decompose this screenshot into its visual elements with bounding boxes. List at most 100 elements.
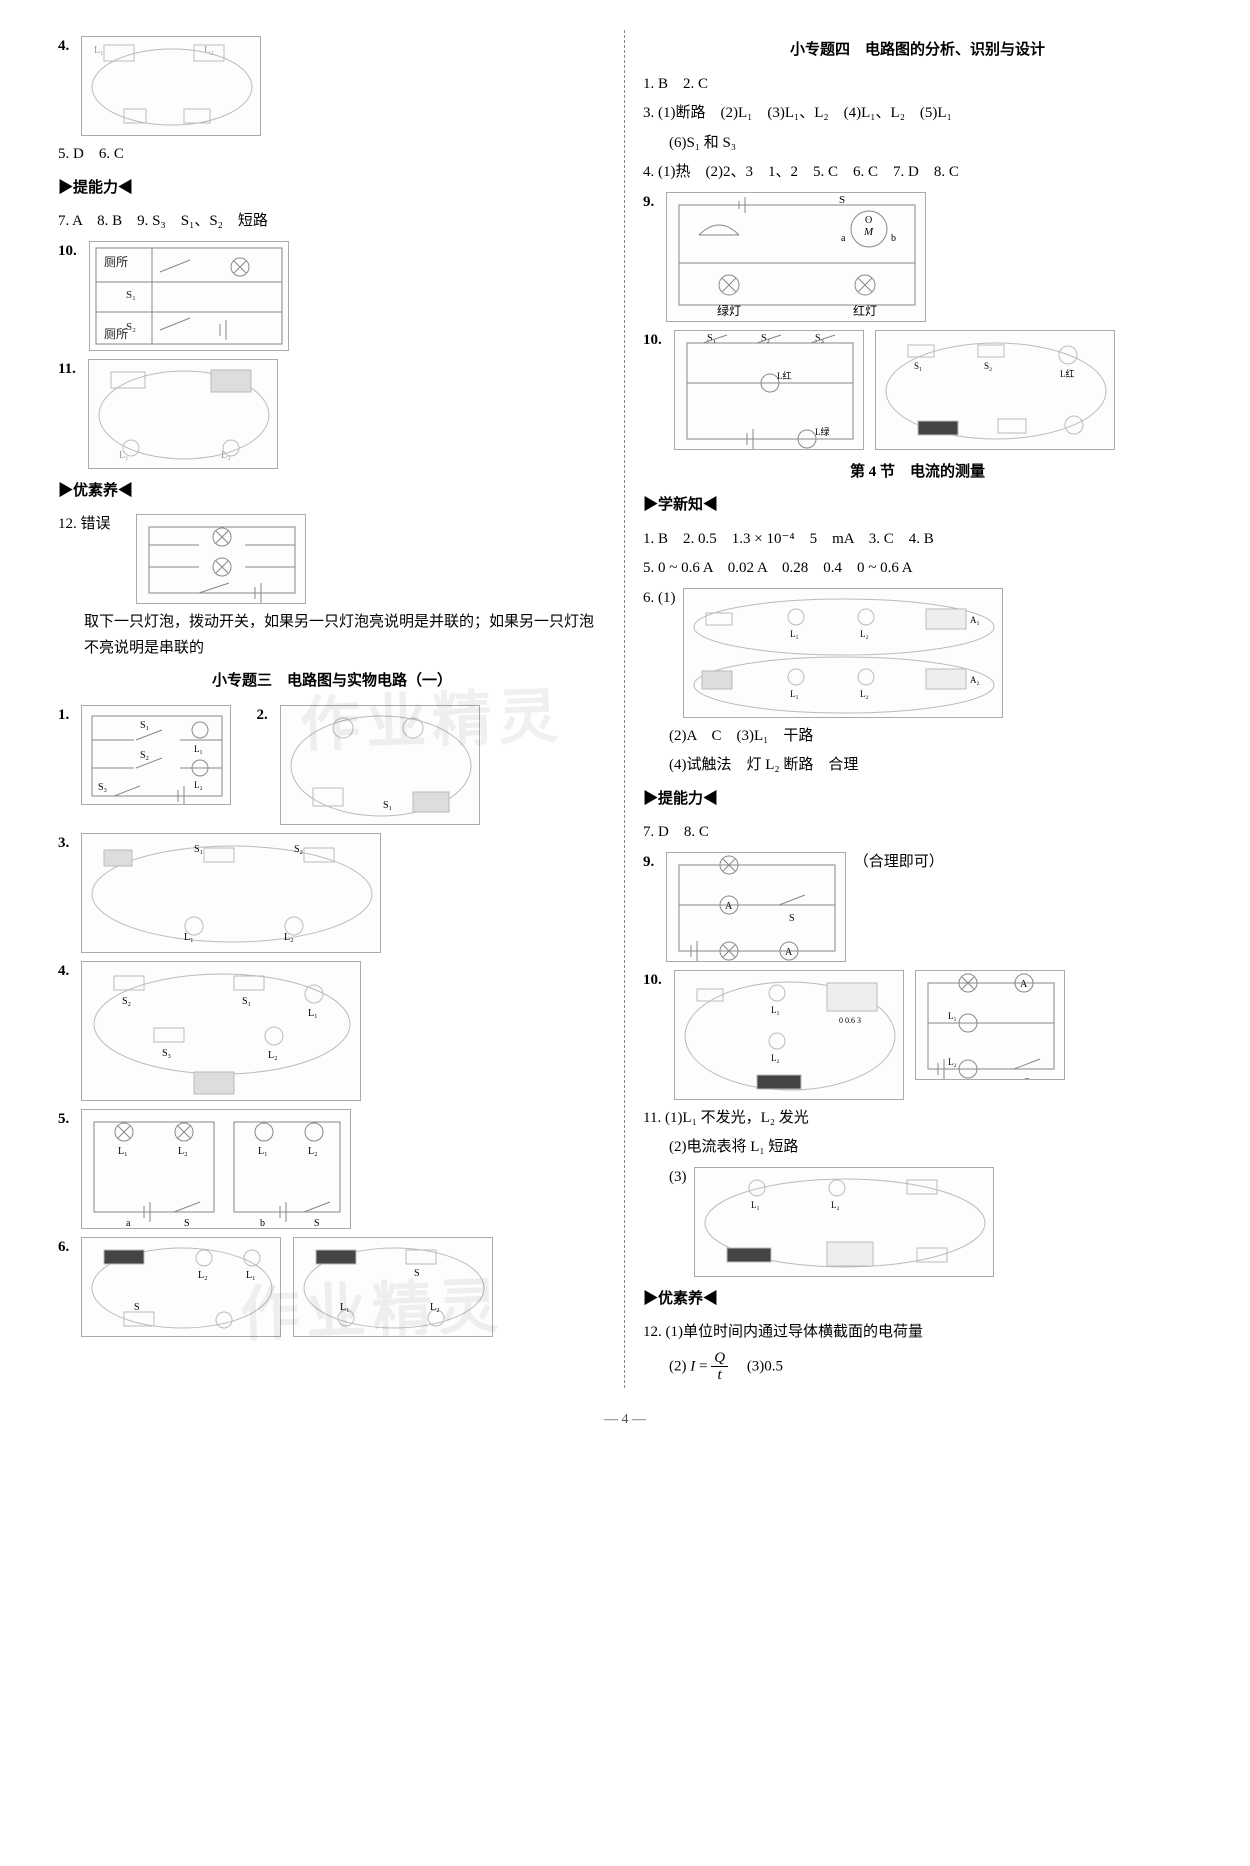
r-q3b: (6)S₁ 和 S₃ xyxy=(643,131,1192,157)
page: 作业精灵 作业精灵 4. L₁L₂ 5. D 6. C ▶提能力◀ 7. A 8… xyxy=(40,30,1210,1388)
svg-text:L₂: L₂ xyxy=(178,1146,188,1157)
r-q9-figure: S OM ab 绿灯 红灯 xyxy=(666,192,926,322)
svg-text:L₂: L₂ xyxy=(771,1053,780,1063)
svg-text:L₁: L₁ xyxy=(258,1146,268,1157)
svg-text:S: S xyxy=(314,1218,320,1228)
topic3-title: 小专题三 电路图与实物电路（一） xyxy=(58,669,606,695)
r-q9-row: 9. S OM ab 绿灯 红灯 xyxy=(643,190,1192,324)
t3-q4-figure: S₂ S₁ L₁ S₃ L₂ xyxy=(81,961,361,1101)
svg-text:S₂: S₂ xyxy=(140,750,149,761)
svg-text:L₁: L₁ xyxy=(194,744,203,754)
formula-I: I xyxy=(690,1358,695,1374)
svg-text:S₃: S₃ xyxy=(162,1048,171,1059)
r-q9-label: 9. xyxy=(643,190,654,216)
svg-text:L₂: L₂ xyxy=(194,780,203,790)
svg-text:S: S xyxy=(789,913,795,924)
s4-q10-label: 10. xyxy=(643,968,662,994)
r-q10-figure-a: S₁ S₂ S₃ L红 L绿 xyxy=(674,330,864,450)
svg-text:L₁: L₁ xyxy=(118,1146,128,1157)
svg-text:S₁: S₁ xyxy=(126,289,136,301)
t3-q5-label: 5. xyxy=(58,1107,69,1133)
q12-figure xyxy=(136,514,306,604)
svg-text:A₂: A₂ xyxy=(970,675,980,685)
page-number: — 4 — xyxy=(40,1408,1210,1432)
t3-q3-figure: S₁ S₂ L₁ L₂ xyxy=(81,833,381,953)
t3-q2-figure: S₁ xyxy=(280,705,480,825)
r-q10-row: 10. S₁ S₂ S₃ L红 L绿 S₁ S₂ L红 xyxy=(643,328,1192,452)
svg-text:S₁: S₁ xyxy=(140,720,149,731)
q4-figure: L₁L₂ xyxy=(81,36,261,136)
svg-text:L₂: L₂ xyxy=(430,1302,440,1313)
q11-figure: L₁L₂ xyxy=(88,359,278,469)
t3-q1-figure: S₁ L₁ S₂ L₂ S₃ xyxy=(81,705,231,805)
s4-q10-row: 10. L₁ 0 0.6 3 L₂ A L₁ L₂ S xyxy=(643,968,1192,1102)
svg-text:L₂: L₂ xyxy=(198,1270,208,1281)
s4-q9-row: 9. A S A （合理即可） xyxy=(643,850,1192,964)
s4-q11c-row: (3) L₁ L₂ xyxy=(643,1165,1192,1279)
svg-text:L₁: L₁ xyxy=(790,689,799,699)
svg-text:S: S xyxy=(839,195,845,206)
t3-q6-figure-b: S L₁ L₂ xyxy=(293,1237,493,1337)
svg-text:S₁: S₁ xyxy=(914,361,922,371)
s4-q6b: (2)A C (3)L₁ 干路 xyxy=(643,724,1192,750)
svg-text:L₂: L₂ xyxy=(831,1200,840,1210)
fraction-Q-over-t: Q t xyxy=(711,1350,728,1384)
s4-q9-figure: A S A xyxy=(666,852,846,962)
svg-text:L₁: L₁ xyxy=(948,1011,957,1021)
t3-q4-label: 4. xyxy=(58,959,69,985)
t3-q5-row: 5. L₁ L₂ S a L₁ L₂ S b xyxy=(58,1107,606,1231)
r-q10-label: 10. xyxy=(643,328,662,354)
r-q3a: 3. (1)断路 (2)L₁ (3)L₁、L₂ (4)L₁、L₂ (5)L₁ xyxy=(643,101,1192,127)
learn-header: ▶学新知◀ xyxy=(643,493,1192,519)
q4-label: 4. xyxy=(58,34,69,60)
q4-row: 4. L₁L₂ xyxy=(58,34,606,138)
svg-text:L₂: L₂ xyxy=(860,689,869,699)
svg-text:L₁: L₁ xyxy=(94,45,104,56)
svg-text:a: a xyxy=(126,1218,131,1228)
fraction-denominator: t xyxy=(711,1367,728,1384)
svg-text:A: A xyxy=(1020,979,1028,990)
svg-text:L₂: L₂ xyxy=(268,1050,278,1061)
s4-q12b-pre: (2) xyxy=(669,1358,687,1374)
s4-q11a: 11. (1)L₁ 不发光，L₂ 发光 xyxy=(643,1106,1192,1132)
s4-q12a: 12. (1)单位时间内通过导体横截面的电荷量 xyxy=(643,1320,1192,1346)
svg-text:S₂: S₂ xyxy=(761,333,770,344)
svg-text:S₁: S₁ xyxy=(194,844,203,855)
svg-text:0 0.6 3: 0 0.6 3 xyxy=(839,1016,861,1025)
s4-q11b: (2)电流表将 L₁ 短路 xyxy=(643,1135,1192,1161)
ability-header-left: ▶提能力◀ xyxy=(58,176,606,202)
q7-9-row: 7. A 8. B 9. S₃ S₁、S₂ 短路 xyxy=(58,209,606,235)
s4-q7-8: 7. D 8. C xyxy=(643,820,1192,846)
svg-text:L绿: L绿 xyxy=(815,426,830,437)
svg-text:厕所: 厕所 xyxy=(104,327,128,341)
q10-label: 10. xyxy=(58,239,77,265)
svg-text:L₂: L₂ xyxy=(308,1146,318,1157)
s4-q9-label: 9. xyxy=(643,850,654,876)
s4-q1-4: 1. B 2. 0.5 1.3 × 10⁻⁴ 5 mA 3. C 4. B xyxy=(643,527,1192,553)
s4-q12b-post: (3)0.5 xyxy=(732,1358,783,1374)
svg-text:L₁: L₁ xyxy=(246,1270,256,1281)
svg-text:S₃: S₃ xyxy=(98,782,107,793)
t3-q2-label: 2. xyxy=(257,703,268,729)
r-q4-8: 4. (1)热 (2)2、3 1、2 5. C 6. C 7. D 8. C xyxy=(643,160,1192,186)
svg-text:b: b xyxy=(891,233,896,244)
t3-q6-row: 6. L₂ L₁ S S L₁ L₂ xyxy=(58,1235,606,1339)
q10-figure: 厕所 S₁ S₂ 厕所 xyxy=(89,241,289,351)
t3-q6-figure-a: L₂ L₁ S xyxy=(81,1237,281,1337)
q10-row: 10. 厕所 S₁ S₂ 厕所 xyxy=(58,239,606,353)
fraction-numerator: Q xyxy=(711,1350,728,1368)
s4-q5: 5. 0 ~ 0.6 A 0.02 A 0.28 0.4 0 ~ 0.6 A xyxy=(643,556,1192,582)
t3-q4-row: 4. S₂ S₁ L₁ S₃ L₂ xyxy=(58,959,606,1103)
svg-text:厕所: 厕所 xyxy=(104,255,128,269)
q11-row: 11. L₁L₂ xyxy=(58,357,606,471)
q12-row: 12. 错误 xyxy=(58,512,606,606)
t3-q1-2-row: 1. S₁ L₁ S₂ L₂ S₃ 2. xyxy=(58,703,606,827)
s4-q10-figure-a: L₁ 0 0.6 3 L₂ xyxy=(674,970,904,1100)
svg-text:S: S xyxy=(1024,1077,1030,1079)
t3-q3-label: 3. xyxy=(58,831,69,857)
s4-q10-figure-b: A L₁ L₂ S xyxy=(915,970,1065,1080)
svg-text:L₁: L₁ xyxy=(308,1008,318,1019)
svg-text:S₃: S₃ xyxy=(815,333,824,344)
svg-text:L₁: L₁ xyxy=(771,1005,780,1015)
svg-text:S₁: S₁ xyxy=(242,996,251,1007)
